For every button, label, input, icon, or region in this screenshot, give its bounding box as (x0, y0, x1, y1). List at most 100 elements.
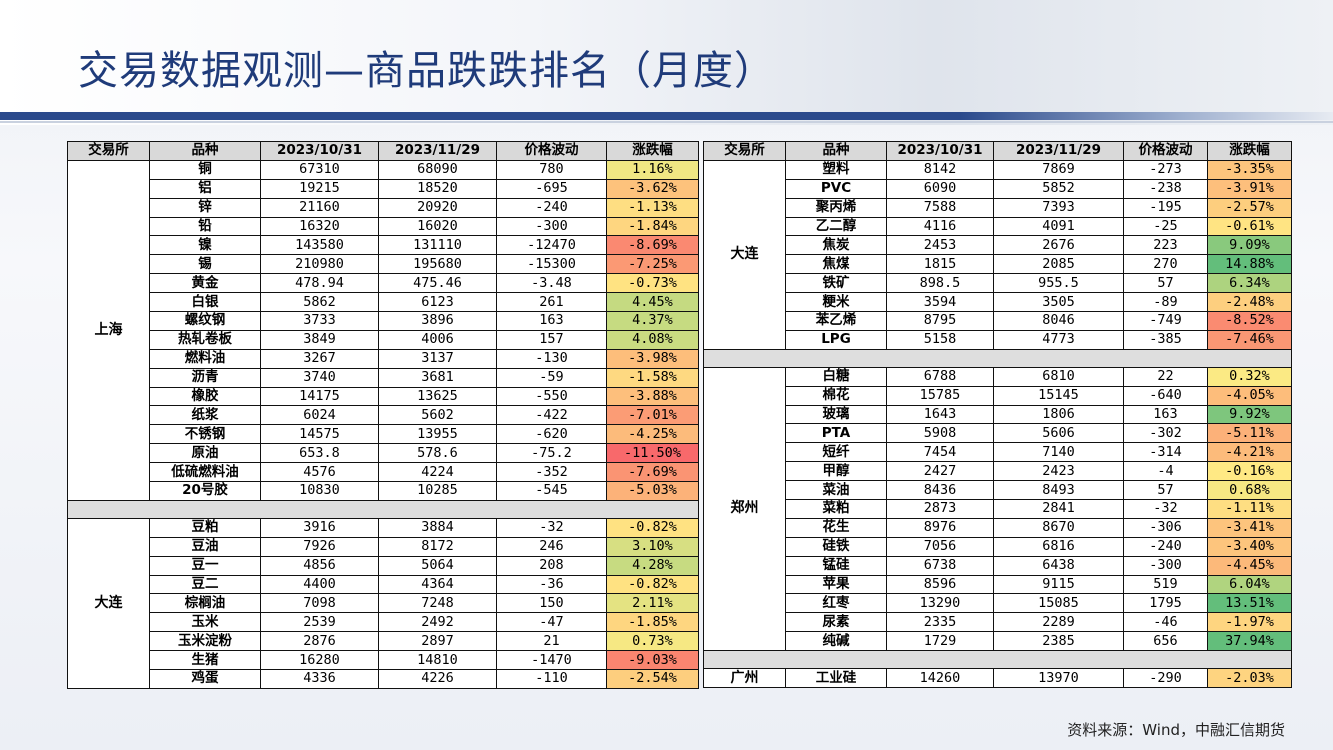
price-nov29-cell: 13625 (378, 386, 497, 407)
variety-cell: 玻璃 (785, 404, 887, 425)
price-change-cell: 163 (496, 311, 607, 331)
table-row: LPG 5158 4773 -385 -7.46% (704, 329, 1292, 350)
price-change-cell: 157 (496, 329, 607, 350)
pct-change-cell: -9.03% (606, 650, 699, 671)
table-row: 黄金 478.94 475.46 -3.48 -0.73% (68, 273, 699, 294)
price-change-cell: -130 (496, 348, 607, 369)
variety-cell: 螺纹钢 (149, 311, 261, 331)
price-change-cell: -36 (496, 574, 607, 595)
header-variety: 品种 (785, 141, 887, 161)
price-nov29-cell: 7248 (378, 593, 497, 614)
price-nov29-cell: 4364 (378, 574, 497, 595)
table-row: 纯碱 1729 2385 656 37.94% (704, 631, 1292, 652)
table-row: 热轧卷板 3849 4006 157 4.08% (68, 329, 699, 350)
table-row: 甲醇 2427 2423 -4 -0.16% (704, 461, 1292, 482)
price-nov29-cell: 5602 (378, 405, 497, 426)
price-nov29-cell: 7140 (993, 442, 1124, 463)
price-oct31-cell: 8142 (886, 159, 994, 180)
table-row: 螺纹钢 3733 3896 163 4.37% (68, 311, 699, 331)
pct-change-cell: -2.48% (1207, 292, 1292, 313)
right-commodity-table: 交易所 品种 2023/10/31 2023/11/29 价格波动 涨跌幅 大连… (703, 141, 1292, 689)
header-date-2: 2023/11/29 (378, 141, 497, 161)
price-nov29-cell: 578.6 (378, 443, 497, 464)
variety-cell: 塑料 (785, 159, 887, 180)
pct-change-cell: -3.41% (1207, 517, 1292, 538)
pct-change-cell: 37.94% (1207, 631, 1292, 652)
pct-change-cell: -4.25% (606, 424, 699, 445)
price-change-cell: -32 (1123, 499, 1208, 519)
price-nov29-cell: 2423 (993, 461, 1124, 482)
table-row: 原油 653.8 578.6 -75.2 -11.50% (68, 443, 699, 464)
price-nov29-cell: 2492 (378, 612, 497, 633)
price-oct31-cell: 4856 (260, 555, 379, 576)
variety-cell: 镍 (149, 235, 261, 256)
exchange-cell: 广州 (703, 668, 786, 689)
price-oct31-cell: 3916 (260, 517, 379, 538)
price-change-cell: -550 (496, 386, 607, 407)
table-row: 生猪 16280 14810 -1470 -9.03% (68, 650, 699, 671)
price-oct31-cell: 16320 (260, 216, 379, 237)
price-change-cell: -47 (496, 612, 607, 633)
variety-cell: 甲醇 (785, 461, 887, 482)
variety-cell: 纯碱 (785, 631, 887, 652)
variety-cell: 豆粕 (149, 517, 261, 538)
price-change-cell: -300 (496, 216, 607, 237)
price-change-cell: 150 (496, 593, 607, 614)
variety-cell: 20号胶 (149, 481, 261, 501)
variety-cell: 锡 (149, 254, 261, 275)
pct-change-cell: 6.34% (1207, 273, 1292, 294)
variety-cell: LPG (785, 329, 887, 350)
pct-change-cell: -4.05% (1207, 385, 1292, 406)
price-nov29-cell: 3505 (993, 292, 1124, 313)
pct-change-cell: -0.61% (1207, 216, 1292, 237)
price-oct31-cell: 15785 (886, 385, 994, 406)
price-change-cell: -89 (1123, 292, 1208, 313)
price-change-cell: 656 (1123, 631, 1208, 652)
table-row: 棕榈油 7098 7248 150 2.11% (68, 593, 699, 614)
pct-change-cell: 4.45% (606, 292, 699, 313)
pct-change-cell: -0.73% (606, 273, 699, 294)
table-row: 花生 8976 8670 -306 -3.41% (704, 517, 1292, 538)
pct-change-cell: -7.46% (1207, 329, 1292, 350)
price-oct31-cell: 10830 (260, 481, 379, 501)
price-change-cell: -306 (1123, 517, 1208, 538)
price-nov29-cell: 195680 (378, 254, 497, 275)
variety-cell: 硅铁 (785, 536, 887, 557)
price-change-cell: 208 (496, 555, 607, 576)
price-nov29-cell: 3884 (378, 517, 497, 538)
price-oct31-cell: 2453 (886, 235, 994, 256)
table-row: 铝 19215 18520 -695 -3.62% (68, 178, 699, 199)
price-nov29-cell: 18520 (378, 178, 497, 199)
price-oct31-cell: 8436 (886, 480, 994, 501)
header-background (0, 0, 1333, 125)
price-nov29-cell: 2841 (993, 499, 1124, 519)
price-nov29-cell: 475.46 (378, 273, 497, 294)
price-oct31-cell: 3594 (886, 292, 994, 313)
pct-change-cell: -8.52% (1207, 311, 1292, 331)
pct-change-cell: 0.32% (1207, 366, 1292, 387)
header-pct-change: 涨跌幅 (606, 141, 699, 161)
pct-change-cell: -2.54% (606, 669, 699, 689)
price-oct31-cell: 1815 (886, 254, 994, 275)
exchange-cell: 郑州 (703, 366, 786, 652)
price-change-cell: -238 (1123, 178, 1208, 199)
variety-cell: PVC (785, 178, 887, 199)
price-change-cell: -3.48 (496, 273, 607, 294)
price-oct31-cell: 7926 (260, 536, 379, 557)
price-change-cell: -273 (1123, 159, 1208, 180)
price-change-cell: 270 (1123, 254, 1208, 275)
pct-change-cell: 6.04% (1207, 574, 1292, 595)
table-row: 锰硅 6738 6438 -300 -4.45% (704, 555, 1292, 576)
price-change-cell: 21 (496, 631, 607, 652)
pct-change-cell: -8.69% (606, 235, 699, 256)
variety-cell: 豆一 (149, 555, 261, 576)
price-nov29-cell: 8046 (993, 311, 1124, 331)
pct-change-cell: 13.51% (1207, 593, 1292, 614)
header-exchange: 交易所 (703, 141, 786, 161)
pct-change-cell: 0.68% (1207, 480, 1292, 501)
price-change-cell: -385 (1123, 329, 1208, 350)
variety-cell: 苹果 (785, 574, 887, 595)
price-nov29-cell: 2897 (378, 631, 497, 652)
table-header-row: 交易所 品种 2023/10/31 2023/11/29 价格波动 涨跌幅 (67, 141, 699, 161)
pct-change-cell: -7.69% (606, 462, 699, 483)
